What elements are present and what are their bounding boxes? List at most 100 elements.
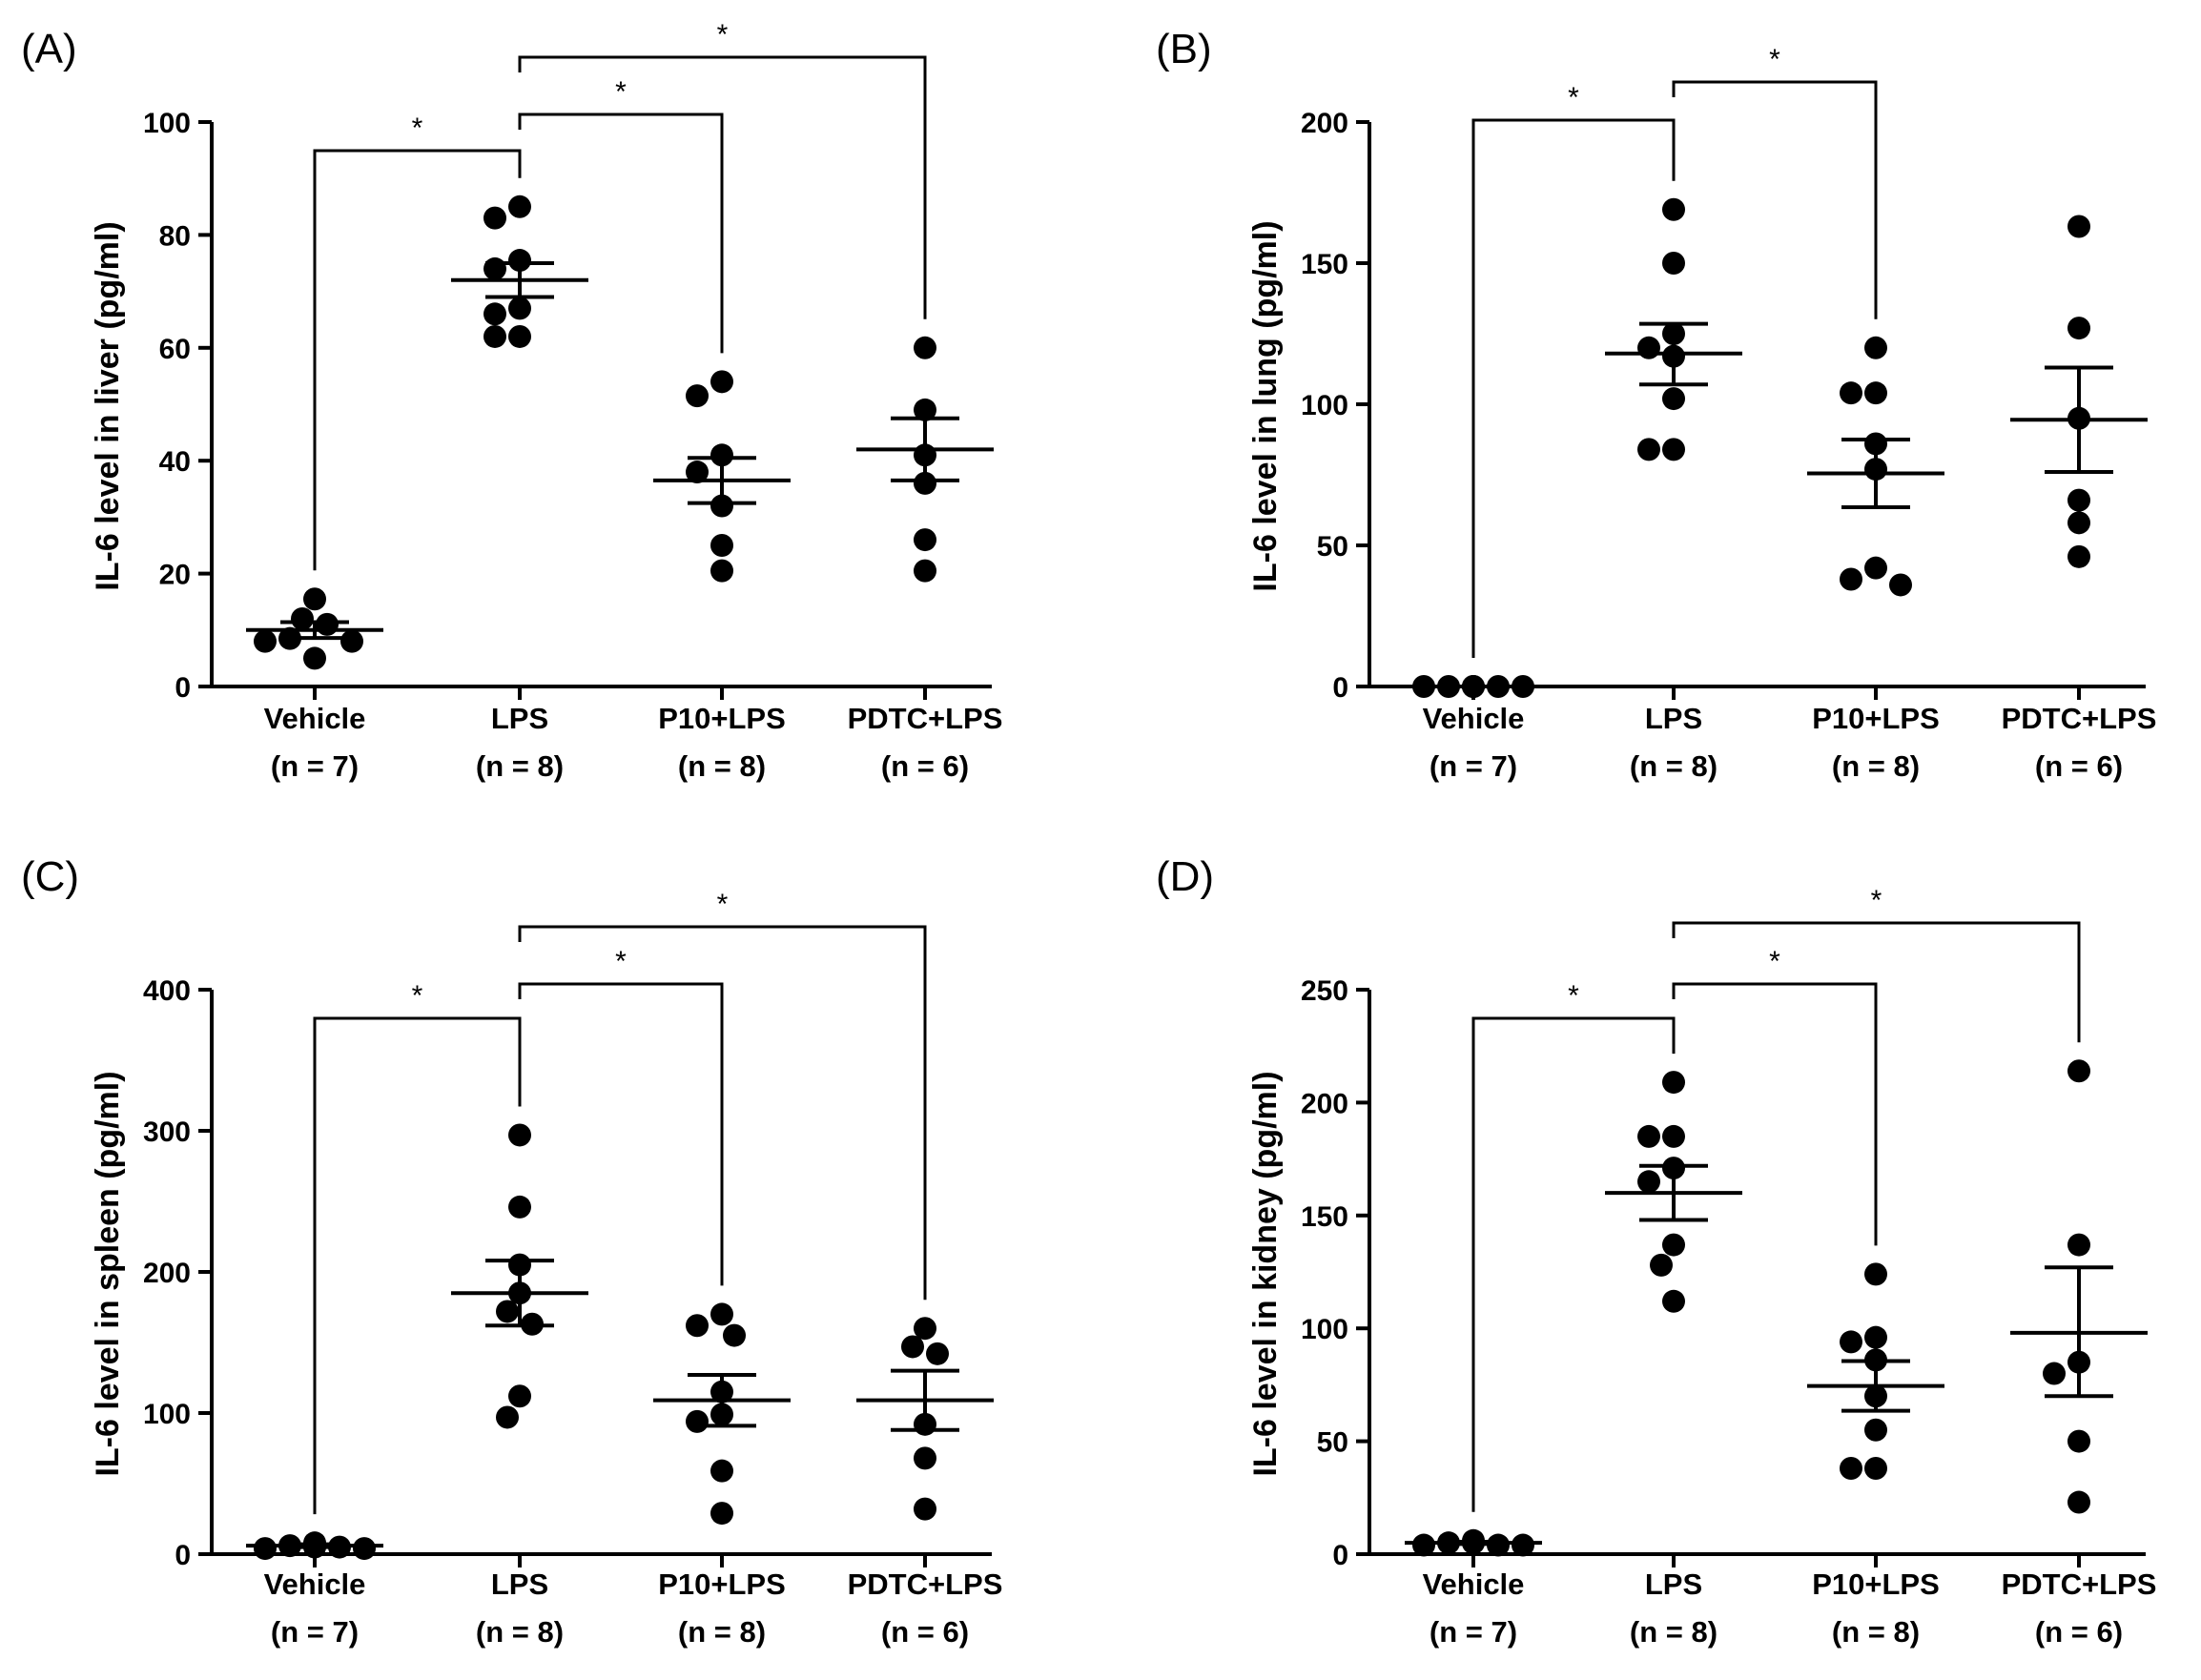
significance-bracket bbox=[313, 149, 522, 571]
x-n-label: (n = 7) bbox=[271, 1615, 359, 1649]
significance-bracket bbox=[1672, 982, 1878, 1246]
significance-star: * bbox=[717, 889, 729, 920]
data-point bbox=[710, 1302, 733, 1326]
data-point bbox=[710, 370, 733, 394]
data-point bbox=[723, 1323, 746, 1347]
data-point bbox=[1864, 1457, 1887, 1481]
x-n-label: (n = 8) bbox=[678, 749, 766, 783]
significance-bracket bbox=[518, 113, 724, 354]
panel-b: (B) IL-6 level in lung (pg/ml) 0 50 100 150… bbox=[1156, 26, 2156, 783]
data-point bbox=[1864, 1418, 1887, 1442]
data-point bbox=[1662, 387, 1685, 411]
panel-a: (A) IL-6 level in liver (pg/ml) 0 20 40 60 8… bbox=[21, 19, 1002, 783]
y-tick-label: 50 bbox=[1317, 1427, 1348, 1459]
data-point bbox=[316, 612, 339, 636]
data-point bbox=[1637, 336, 1660, 359]
data-point bbox=[353, 1537, 376, 1561]
panel-c: (C) IL-6 level in spleen (pg/ml) 0 100 200… bbox=[21, 853, 1002, 1649]
x-n-label: (n = 7) bbox=[1430, 1615, 1517, 1649]
significance-bracket bbox=[1471, 118, 1676, 658]
significance-bracket bbox=[1672, 921, 2081, 1043]
y-axis-label: IL-6 level in kidney (pg/ml) bbox=[1247, 1071, 1284, 1476]
y-tick-label: 60 bbox=[159, 334, 191, 365]
data-point bbox=[508, 1123, 531, 1147]
panel-d: (D) IL-6 level in kidney (pg/ml) 0 50 100 1… bbox=[1156, 853, 2156, 1649]
data-point bbox=[710, 443, 733, 467]
data-point bbox=[2067, 544, 2090, 568]
y-tick-label: 150 bbox=[1301, 1201, 1348, 1233]
data-point bbox=[1637, 438, 1660, 461]
significance-star: * bbox=[1769, 44, 1780, 75]
data-point bbox=[340, 629, 363, 653]
y-axis-label: IL-6 level in spleen (pg/ml) bbox=[90, 1071, 126, 1476]
data-point bbox=[914, 528, 936, 552]
data-point bbox=[1412, 1533, 1435, 1557]
data-point bbox=[508, 195, 531, 218]
data-point bbox=[1864, 336, 1887, 359]
data-point bbox=[1662, 197, 1685, 221]
x-category-label: LPS bbox=[491, 1567, 548, 1601]
data-point bbox=[483, 324, 506, 348]
significance-star: * bbox=[1568, 980, 1579, 1012]
significance-star: * bbox=[412, 980, 423, 1012]
data-point bbox=[1512, 1533, 1534, 1557]
x-category-label: P10+LPS bbox=[1812, 1567, 1940, 1601]
significance-star: * bbox=[1769, 946, 1780, 977]
data-point bbox=[1864, 381, 1887, 405]
data-point bbox=[254, 629, 277, 653]
data-point bbox=[1662, 438, 1685, 461]
x-category-label: Vehicle bbox=[264, 702, 366, 735]
data-point bbox=[914, 1446, 936, 1470]
x-n-label: (n = 8) bbox=[678, 1615, 766, 1649]
y-axis-label: IL-6 level in lung (pg/ml) bbox=[1247, 220, 1284, 591]
data-point bbox=[1662, 1071, 1685, 1095]
y-tick-label: 100 bbox=[143, 108, 191, 139]
significance-star: * bbox=[1568, 82, 1579, 113]
data-point bbox=[1840, 1330, 1862, 1354]
x-n-label: (n = 6) bbox=[2035, 749, 2123, 783]
panel-label: (A) bbox=[21, 26, 77, 72]
panel-label: (C) bbox=[21, 853, 79, 900]
x-category-label: P10+LPS bbox=[658, 702, 786, 735]
data-point bbox=[710, 559, 733, 583]
x-category-label: LPS bbox=[1645, 1567, 1702, 1601]
significance-star: * bbox=[717, 19, 729, 51]
y-tick-label: 200 bbox=[1301, 108, 1348, 139]
x-category-label: LPS bbox=[491, 702, 548, 735]
y-tick-label: 300 bbox=[143, 1117, 191, 1148]
x-category-label: PDTC+LPS bbox=[848, 702, 1003, 735]
data-point bbox=[926, 1342, 949, 1365]
x-n-label: (n = 8) bbox=[1630, 1615, 1718, 1649]
y-tick-label: 0 bbox=[1332, 672, 1348, 704]
data-point bbox=[303, 646, 326, 670]
y-tick-label: 20 bbox=[159, 560, 191, 591]
significance-bracket bbox=[518, 55, 927, 319]
x-n-label: (n = 6) bbox=[881, 1615, 969, 1649]
data-point bbox=[901, 1335, 924, 1359]
data-point bbox=[483, 302, 506, 326]
y-tick-label: 100 bbox=[143, 1399, 191, 1430]
data-point bbox=[1889, 573, 1912, 597]
data-point bbox=[2067, 511, 2090, 535]
significance-star: * bbox=[615, 946, 627, 977]
data-point bbox=[1840, 1457, 1862, 1481]
data-point bbox=[686, 384, 709, 408]
y-tick-label: 80 bbox=[159, 220, 191, 252]
significance-bracket bbox=[1471, 1016, 1676, 1512]
data-point bbox=[710, 1459, 733, 1483]
data-point bbox=[914, 336, 936, 359]
data-point bbox=[2067, 215, 2090, 238]
significance-bracket bbox=[1672, 80, 1878, 319]
data-point bbox=[686, 1314, 709, 1338]
data-point bbox=[2067, 488, 2090, 512]
y-tick-label: 250 bbox=[1301, 975, 1348, 1007]
data-point bbox=[508, 1195, 531, 1219]
x-n-label: (n = 8) bbox=[1630, 749, 1718, 783]
x-n-label: (n = 8) bbox=[1832, 749, 1920, 783]
x-category-label: PDTC+LPS bbox=[2002, 1567, 2157, 1601]
significance-bracket bbox=[313, 1016, 522, 1515]
data-point bbox=[496, 1300, 519, 1323]
significance-star: * bbox=[1871, 885, 1882, 916]
x-category-label: P10+LPS bbox=[1812, 702, 1940, 735]
data-point bbox=[1650, 1253, 1673, 1277]
